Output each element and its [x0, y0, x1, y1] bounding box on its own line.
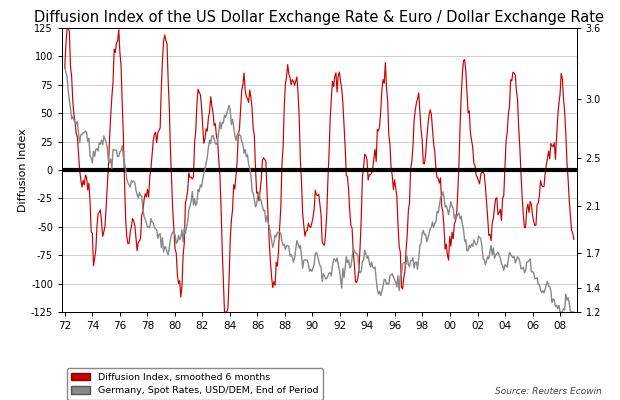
- Text: Source: Reuters Ecowin: Source: Reuters Ecowin: [495, 387, 601, 396]
- Title: Diffusion Index of the US Dollar Exchange Rate & Euro / Dollar Exchange Rate: Diffusion Index of the US Dollar Exchang…: [34, 10, 604, 26]
- Legend: Diffusion Index, smoothed 6 months, Germany, Spot Rates, USD/DEM, End of Period: Diffusion Index, smoothed 6 months, Germ…: [67, 368, 323, 400]
- Y-axis label: Diffusion Index: Diffusion Index: [18, 128, 28, 212]
